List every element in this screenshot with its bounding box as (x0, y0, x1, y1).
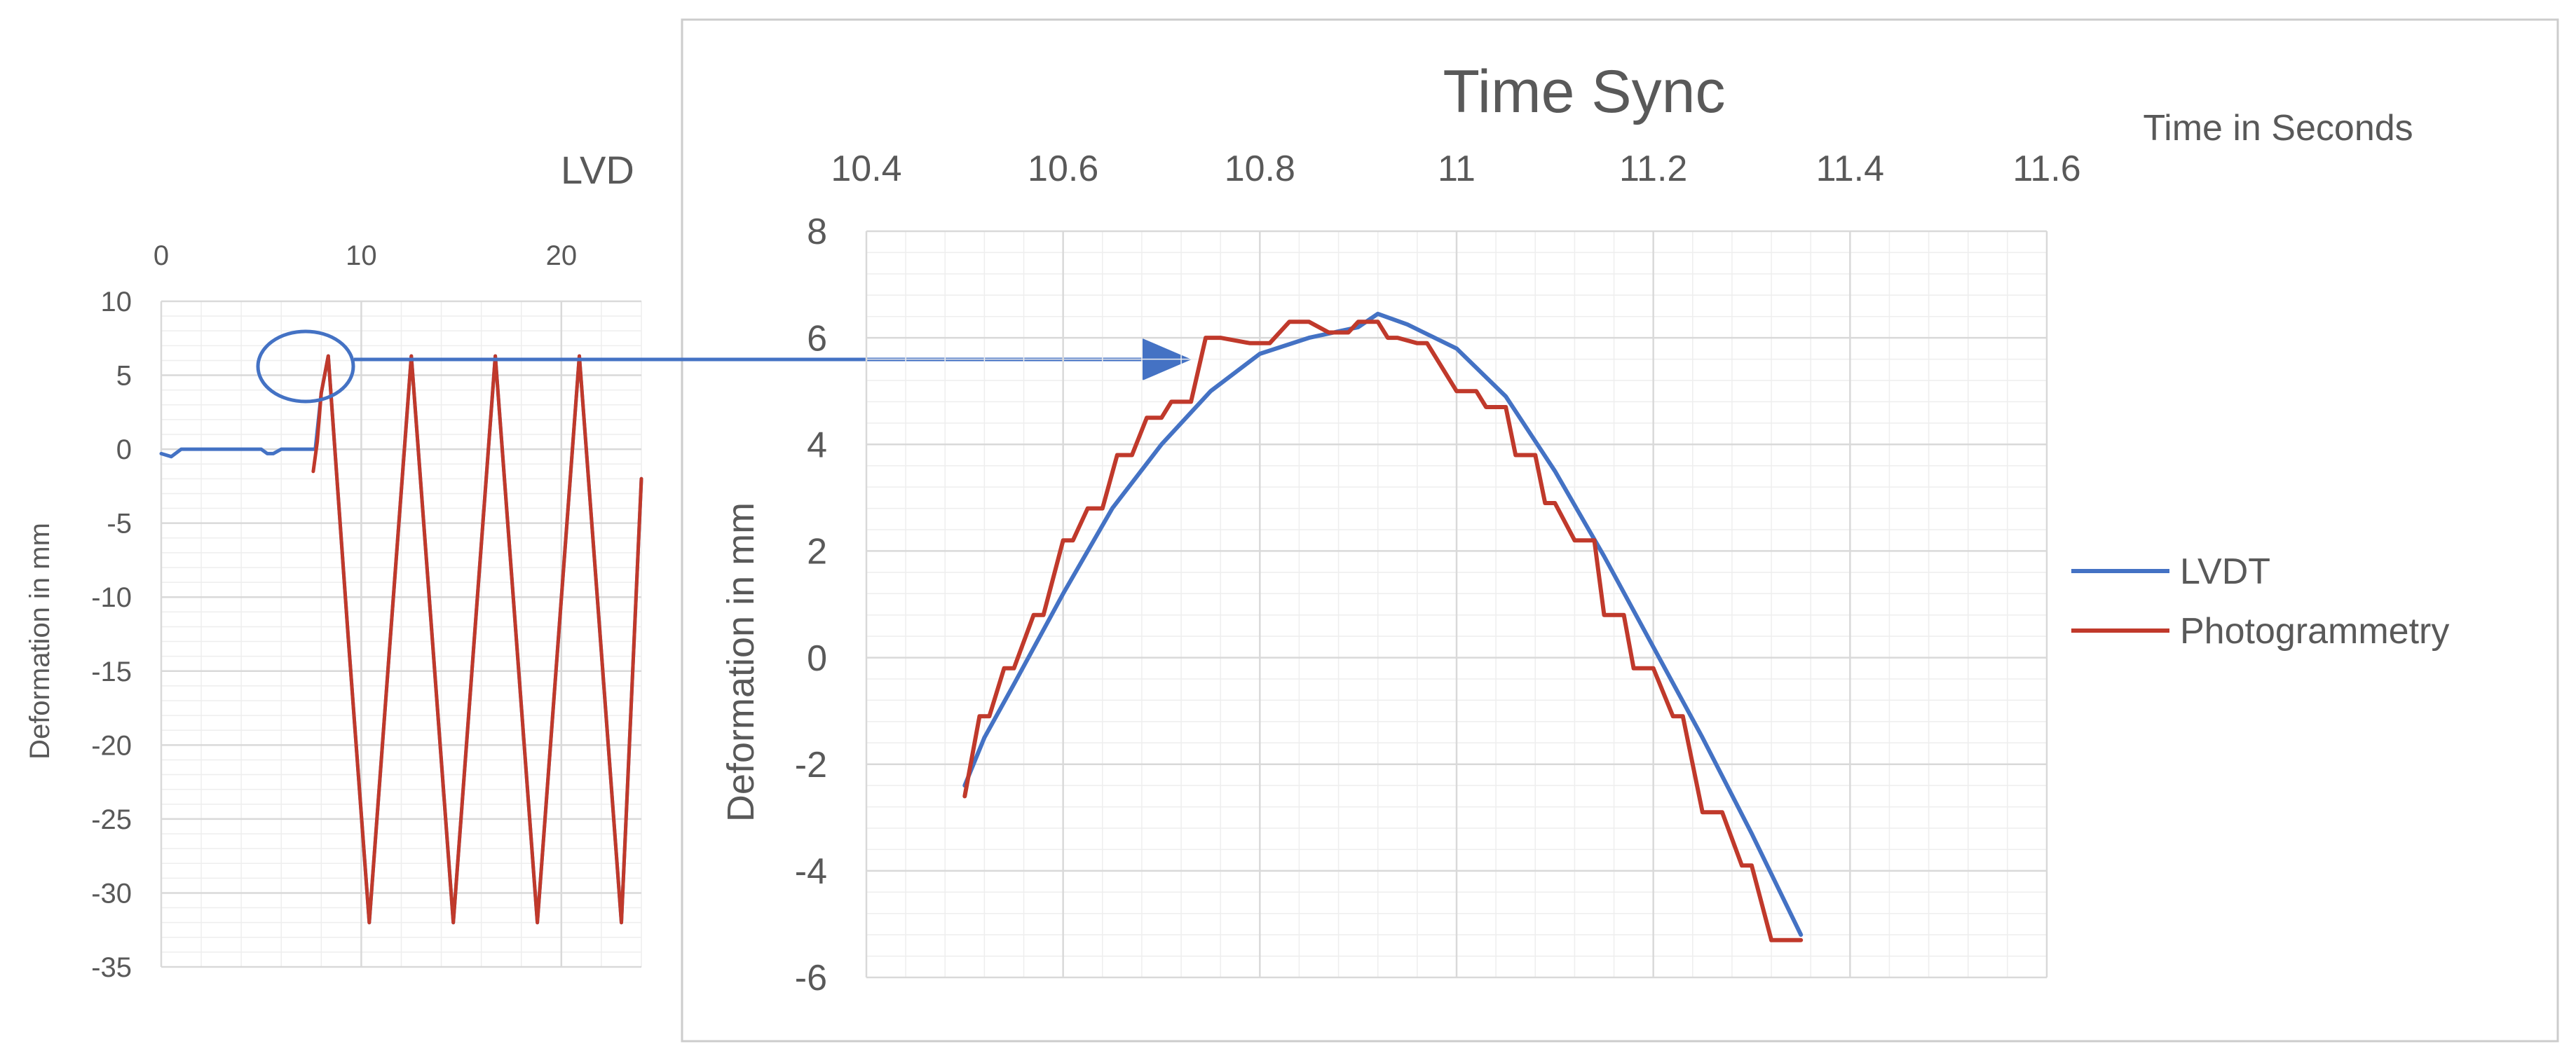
detail-x-axis-label: Time in Seconds (2143, 108, 2413, 149)
x-tick-label: 10.4 (831, 149, 901, 189)
y-tick-label: -20 (91, 730, 132, 761)
y-tick-label: -5 (107, 509, 132, 540)
detail-y-axis-label: Deformation in mm (720, 502, 762, 822)
x-tick-label: 0 (154, 240, 169, 271)
y-tick-label: 4 (807, 425, 827, 465)
legend-label-photogrammetry: Photogrammetry (2180, 611, 2449, 652)
x-tick-label: 10 (346, 240, 377, 271)
series-line-photogrammetry (962, 320, 1804, 942)
y-tick-label: -35 (91, 952, 132, 983)
detail-chart-title: Time Sync (1443, 58, 1726, 125)
detail-y-tick-labels: 8 6 4 2 0 -2 -4 -6 (795, 212, 827, 998)
y-tick-label: -15 (91, 657, 132, 687)
y-tick-label: 8 (807, 212, 827, 252)
overview-chart: 0 10 20 10 5 0 -5 -10 -15 -20 -25 -30 -35 LVD Defor… (25, 148, 643, 983)
overview-minor-grid (161, 301, 642, 968)
x-tick-label: 11.2 (1619, 149, 1687, 189)
x-tick-label: 11.4 (1816, 149, 1884, 189)
overview-x-tick-labels: 0 10 20 (154, 240, 577, 271)
overview-y-tick-labels: 10 5 0 -5 -10 -15 -20 -25 -30 -35 (91, 287, 132, 983)
detail-major-grid (865, 230, 2048, 979)
overview-y-axis-label: Deformation in mm (25, 523, 55, 760)
x-tick-label: 10.6 (1028, 149, 1098, 189)
y-tick-label: 6 (807, 318, 827, 359)
y-tick-label: -25 (91, 804, 132, 835)
y-tick-label: 0 (807, 638, 827, 679)
y-tick-label: -6 (795, 958, 827, 998)
detail-legend: LVDT Photogrammetry (2071, 551, 2449, 652)
detail-chart: 10.4 10.6 10.8 11 11.2 11.4 11.6 8 6 4 2 0 -2 -4 -6 T… (720, 58, 2449, 998)
x-tick-label: 11.6 (2012, 149, 2080, 189)
detail-series (962, 311, 1804, 942)
legend-label-lvdt: LVDT (2180, 551, 2270, 592)
y-tick-label: -4 (795, 851, 827, 892)
x-tick-label: 20 (546, 240, 578, 271)
peak-highlight-circle (256, 329, 355, 404)
y-tick-label: 0 (116, 434, 132, 465)
y-tick-label: -2 (795, 745, 827, 785)
x-tick-label: 10.8 (1225, 149, 1295, 189)
y-tick-label: -10 (91, 582, 132, 613)
y-tick-label: 2 (807, 532, 827, 572)
series-line-photogrammetry (311, 354, 643, 925)
x-tick-label: 11 (1438, 149, 1476, 189)
y-tick-label: 10 (101, 287, 132, 317)
y-tick-label: -30 (91, 878, 132, 909)
y-tick-label: 5 (116, 361, 132, 392)
overview-chart-title: LVD (561, 148, 634, 192)
overview-series (159, 354, 643, 925)
detail-x-tick-labels: 10.4 10.6 10.8 11 11.2 11.4 11.6 (831, 149, 2080, 189)
